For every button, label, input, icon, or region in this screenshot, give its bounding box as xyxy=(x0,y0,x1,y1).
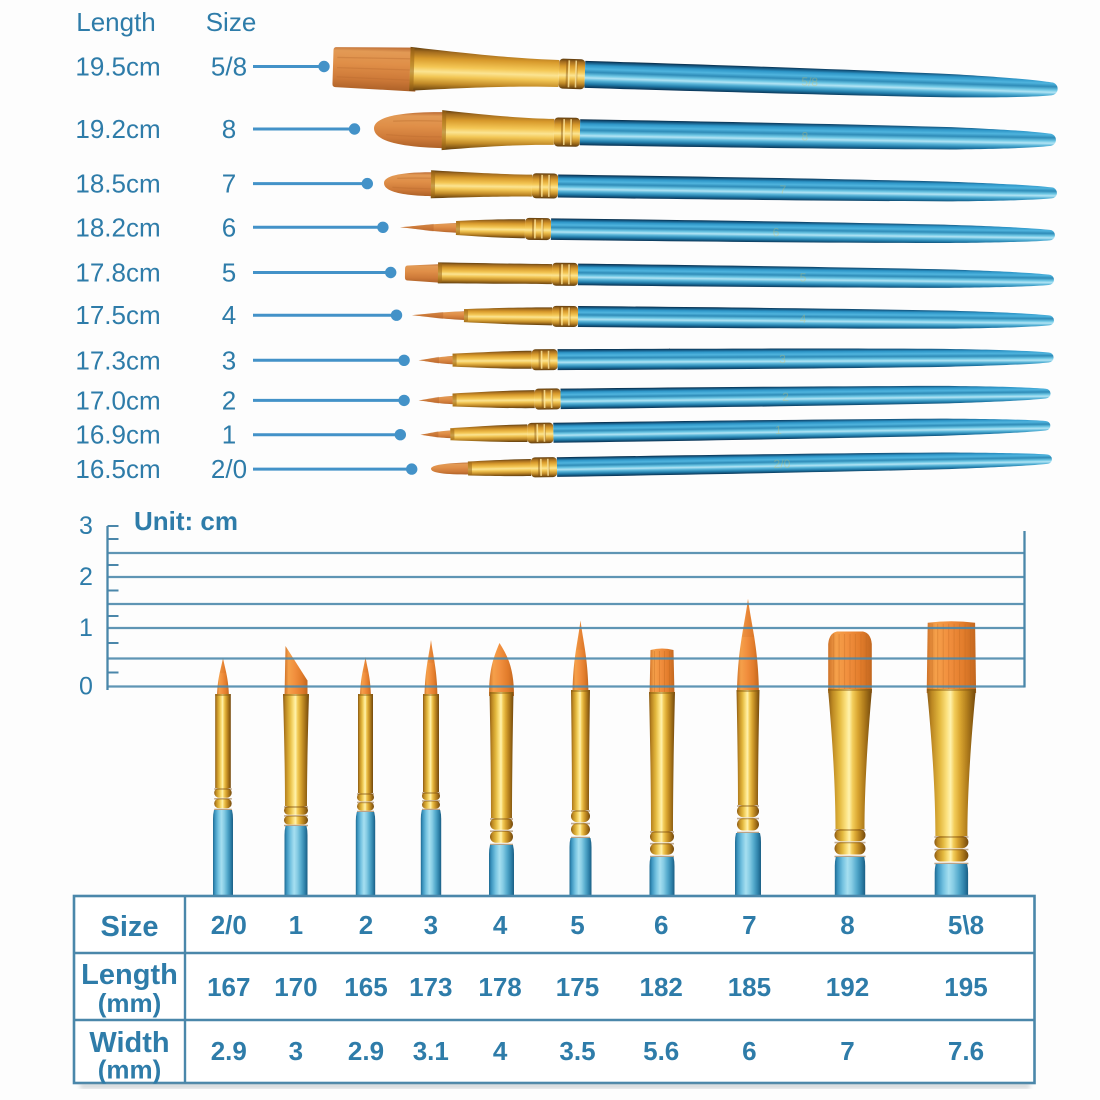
svg-text:5/8: 5/8 xyxy=(211,52,247,82)
svg-text:18.5cm: 18.5cm xyxy=(75,169,160,199)
svg-text:Size: Size xyxy=(100,911,158,943)
svg-text:3: 3 xyxy=(79,512,93,540)
svg-text:3: 3 xyxy=(424,910,438,940)
svg-text:3.1: 3.1 xyxy=(413,1036,449,1066)
svg-text:Unit: cm: Unit: cm xyxy=(134,506,238,536)
svg-text:5/8: 5/8 xyxy=(801,75,818,90)
svg-text:16.5cm: 16.5cm xyxy=(75,454,160,484)
svg-text:185: 185 xyxy=(728,972,771,1002)
svg-text:0: 0 xyxy=(79,673,93,701)
svg-text:6: 6 xyxy=(222,212,236,242)
svg-text:8: 8 xyxy=(840,910,854,940)
svg-text:195: 195 xyxy=(944,972,987,1002)
svg-text:18.2cm: 18.2cm xyxy=(75,212,160,242)
svg-text:5.6: 5.6 xyxy=(643,1036,679,1066)
svg-text:17.5cm: 17.5cm xyxy=(75,300,160,330)
svg-text:16.9cm: 16.9cm xyxy=(75,420,160,450)
svg-text:8: 8 xyxy=(222,114,236,144)
svg-text:Length: Length xyxy=(81,959,178,991)
svg-text:17.0cm: 17.0cm xyxy=(75,385,160,415)
svg-text:6: 6 xyxy=(742,1036,756,1066)
svg-text:Size: Size xyxy=(206,7,257,37)
svg-text:178: 178 xyxy=(478,972,521,1002)
svg-text:19.2cm: 19.2cm xyxy=(75,114,160,144)
svg-text:170: 170 xyxy=(274,972,317,1002)
svg-text:2/0: 2/0 xyxy=(211,454,247,484)
svg-text:2: 2 xyxy=(359,910,373,940)
svg-text:17.8cm: 17.8cm xyxy=(75,258,160,288)
svg-text:(mm): (mm) xyxy=(98,1055,162,1085)
svg-text:(mm): (mm) xyxy=(98,988,162,1018)
svg-text:175: 175 xyxy=(556,972,599,1002)
svg-text:4: 4 xyxy=(493,1036,508,1066)
svg-text:2: 2 xyxy=(79,563,93,591)
svg-text:7.6: 7.6 xyxy=(948,1036,984,1066)
svg-text:19.5cm: 19.5cm xyxy=(75,52,160,82)
svg-text:1: 1 xyxy=(775,423,782,437)
svg-text:192: 192 xyxy=(826,972,869,1002)
svg-text:3: 3 xyxy=(779,352,786,366)
svg-text:Width: Width xyxy=(89,1027,169,1059)
svg-text:2/0: 2/0 xyxy=(211,910,247,940)
svg-text:3.5: 3.5 xyxy=(559,1036,595,1066)
svg-text:4: 4 xyxy=(800,312,807,326)
svg-text:182: 182 xyxy=(640,972,683,1002)
svg-text:7: 7 xyxy=(780,183,787,197)
svg-text:5: 5 xyxy=(222,258,236,288)
svg-text:17.3cm: 17.3cm xyxy=(75,345,160,375)
svg-text:8: 8 xyxy=(801,129,808,143)
svg-text:7: 7 xyxy=(222,169,236,199)
svg-text:7: 7 xyxy=(742,910,756,940)
svg-text:1: 1 xyxy=(222,420,236,450)
svg-text:5: 5 xyxy=(800,270,807,284)
svg-text:167: 167 xyxy=(207,972,250,1002)
svg-text:2/0: 2/0 xyxy=(774,457,791,471)
svg-text:4: 4 xyxy=(493,910,508,940)
svg-text:5\8: 5\8 xyxy=(948,910,984,940)
svg-text:173: 173 xyxy=(409,972,452,1002)
svg-text:2: 2 xyxy=(782,390,789,404)
svg-text:3: 3 xyxy=(222,345,236,375)
svg-text:Length: Length xyxy=(76,7,156,37)
svg-text:2.9: 2.9 xyxy=(348,1036,384,1066)
svg-text:165: 165 xyxy=(344,972,387,1002)
svg-text:2: 2 xyxy=(222,385,236,415)
svg-text:1: 1 xyxy=(79,614,93,642)
svg-text:7: 7 xyxy=(840,1036,854,1066)
svg-text:6: 6 xyxy=(773,225,780,239)
svg-text:6: 6 xyxy=(654,910,668,940)
svg-text:2.9: 2.9 xyxy=(211,1036,247,1066)
svg-text:5: 5 xyxy=(570,910,584,940)
svg-text:3: 3 xyxy=(289,1036,303,1066)
svg-text:1: 1 xyxy=(289,910,303,940)
svg-text:4: 4 xyxy=(222,300,236,330)
